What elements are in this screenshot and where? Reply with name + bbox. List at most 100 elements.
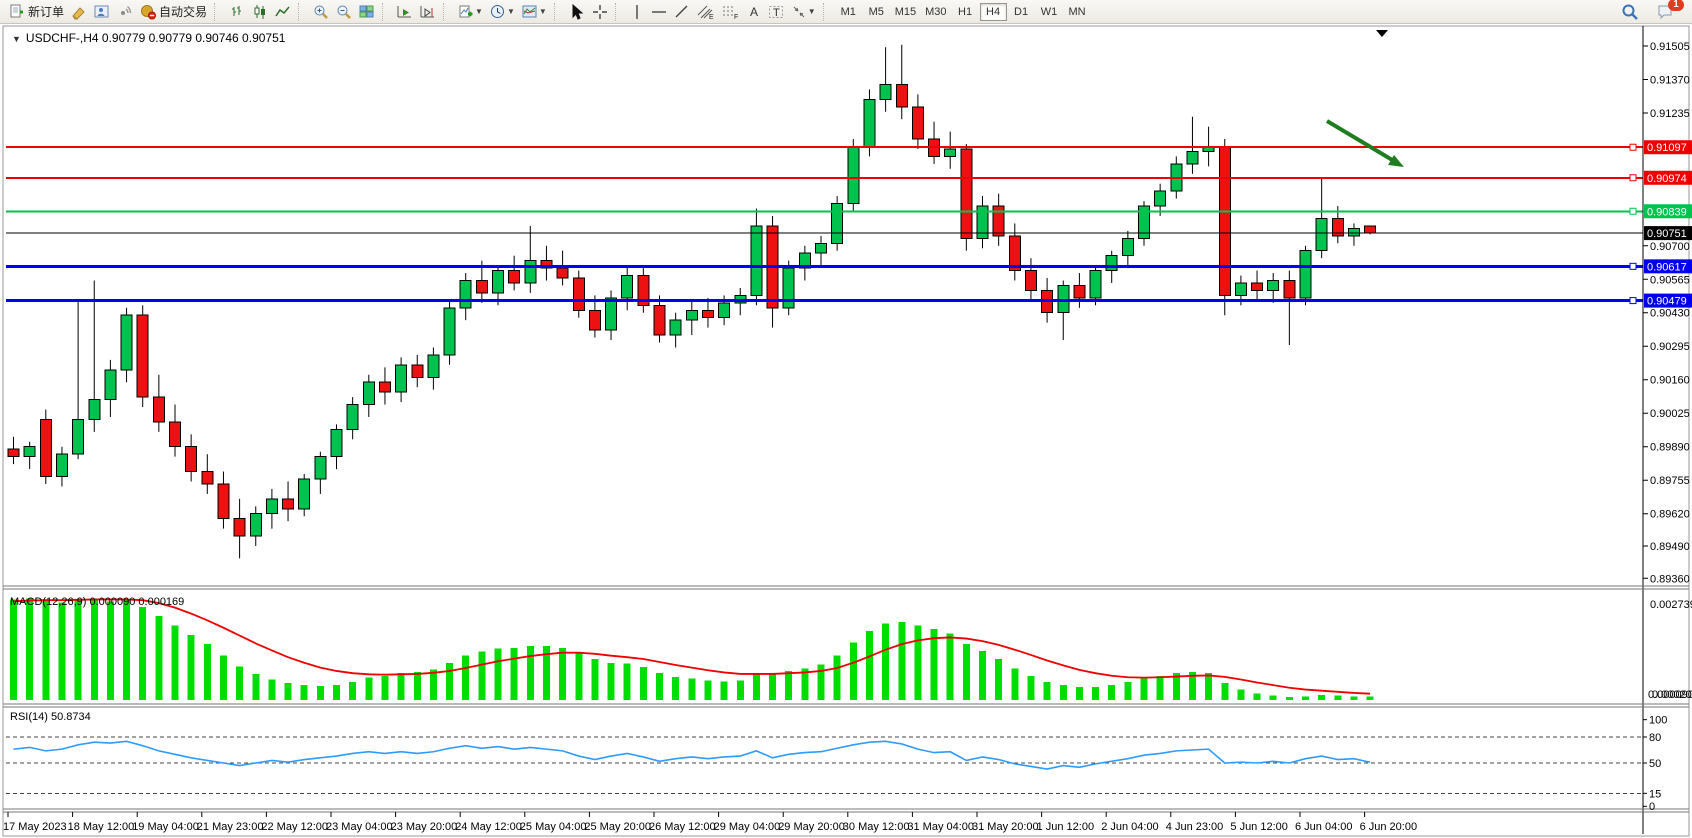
timeframe-m1[interactable]: M1 bbox=[835, 3, 862, 21]
svg-text:31 May 20:00: 31 May 20:00 bbox=[972, 821, 1039, 833]
toolbar-separator bbox=[214, 2, 222, 21]
svg-text:5 Jun 12:00: 5 Jun 12:00 bbox=[1230, 821, 1288, 833]
timeframe-m30[interactable]: M30 bbox=[921, 3, 950, 21]
toolbar-separator bbox=[382, 2, 390, 21]
indicators-button[interactable]: ▼ bbox=[455, 2, 486, 22]
vertical-line-icon bbox=[636, 4, 638, 19]
styler-button[interactable] bbox=[68, 2, 90, 22]
chart-canvas[interactable]: 0.91505 0.91370 0.91235 0.90700 0.90565 0.904… bbox=[0, 24, 1692, 838]
notifications-button[interactable]: 1 bbox=[1654, 0, 1684, 22]
hline-button[interactable] bbox=[648, 2, 670, 22]
svg-text:15: 15 bbox=[1649, 788, 1661, 800]
crosshair-button[interactable] bbox=[589, 2, 611, 22]
crosshair-icon bbox=[592, 4, 607, 19]
toolbar-right: 1 bbox=[1618, 0, 1684, 24]
svg-text:100: 100 bbox=[1649, 715, 1667, 727]
toolbar-separator bbox=[553, 2, 562, 21]
svg-text:22 May 12:00: 22 May 12:00 bbox=[261, 821, 328, 833]
timeframe-d1[interactable]: D1 bbox=[1008, 3, 1035, 21]
svg-text:50: 50 bbox=[1649, 758, 1661, 770]
terminal-icon bbox=[94, 5, 109, 17]
bar-chart-button[interactable] bbox=[226, 2, 248, 22]
timeframe-h4[interactable]: H4 bbox=[979, 2, 1007, 21]
svg-text:T: T bbox=[773, 7, 780, 19]
trendline-button[interactable] bbox=[671, 2, 693, 22]
timeframe-m15[interactable]: M15 bbox=[891, 3, 920, 21]
svg-text:25 May 04:00: 25 May 04:00 bbox=[520, 821, 587, 833]
text-icon: A bbox=[750, 5, 758, 19]
main-toolbar: 新订单 自动交易 bbox=[0, 0, 1692, 24]
svg-text:18 May 12:00: 18 May 12:00 bbox=[68, 821, 135, 833]
svg-text:0.89755: 0.89755 bbox=[1650, 475, 1690, 487]
search-button[interactable] bbox=[1618, 2, 1642, 22]
chart-window-area: 0.91505 0.91370 0.91235 0.90700 0.90565 0.904… bbox=[0, 24, 1692, 838]
svg-text:6 Jun 04:00: 6 Jun 04:00 bbox=[1295, 821, 1353, 833]
chart-menu-arrow-icon[interactable]: ▼ bbox=[12, 34, 21, 44]
svg-text:0.89890: 0.89890 bbox=[1650, 442, 1690, 454]
timeframe-mn[interactable]: MN bbox=[1064, 3, 1091, 21]
fibonacci-button[interactable]: F bbox=[719, 2, 743, 22]
new-order-button[interactable]: 新订单 bbox=[6, 2, 67, 22]
svg-text:0.90025: 0.90025 bbox=[1650, 408, 1690, 420]
autotrade-button[interactable]: 自动交易 bbox=[137, 2, 210, 22]
line-chart-button[interactable] bbox=[272, 2, 294, 22]
dropdown-caret: ▼ bbox=[506, 7, 515, 16]
channel-icon: E bbox=[697, 5, 714, 20]
templates-button[interactable]: ▼ bbox=[519, 2, 550, 22]
svg-text:0.002739: 0.002739 bbox=[1650, 599, 1692, 611]
fibonacci-icon: F bbox=[722, 6, 738, 20]
candle-chart-button[interactable] bbox=[249, 2, 271, 22]
zoom-out-icon bbox=[337, 5, 351, 19]
terminal-button[interactable] bbox=[91, 2, 113, 22]
svg-text:26 May 12:00: 26 May 12:00 bbox=[649, 821, 716, 833]
autotrade-icon bbox=[141, 4, 157, 19]
timeframe-m5[interactable]: M5 bbox=[863, 3, 890, 21]
autotrade-label: 自动交易 bbox=[159, 5, 208, 19]
svg-text:0.89620: 0.89620 bbox=[1650, 509, 1690, 521]
svg-text:23 May 04:00: 23 May 04:00 bbox=[326, 821, 393, 833]
rsi-indicator-label: RSI(14) 50.8734 bbox=[10, 711, 91, 723]
svg-text:1 Jun 12:00: 1 Jun 12:00 bbox=[1037, 821, 1095, 833]
cursor-button[interactable] bbox=[566, 2, 588, 22]
svg-text:0.91097: 0.91097 bbox=[1647, 142, 1687, 154]
chart-title-text: USDCHF-,H4 0.90779 0.90779 0.90746 0.907… bbox=[25, 31, 286, 45]
autoscroll-button[interactable] bbox=[394, 2, 416, 22]
text-button[interactable]: A bbox=[744, 2, 764, 22]
svg-text:0.91505: 0.91505 bbox=[1650, 41, 1690, 53]
svg-text:E: E bbox=[709, 14, 714, 20]
arrows-icon bbox=[793, 6, 805, 17]
vline-button[interactable] bbox=[627, 2, 647, 22]
notification-badge: 1 bbox=[1668, 0, 1684, 11]
svg-text:0.89490: 0.89490 bbox=[1650, 541, 1690, 553]
timeframe-h1[interactable]: H1 bbox=[952, 3, 979, 21]
svg-text:0.90751: 0.90751 bbox=[1647, 228, 1687, 240]
dropdown-caret: ▼ bbox=[807, 7, 816, 16]
crayon-icon bbox=[72, 6, 85, 20]
clock-icon bbox=[490, 4, 504, 18]
horizontal-line-icon bbox=[651, 10, 666, 13]
tile-windows-button[interactable] bbox=[356, 2, 378, 22]
periods-button[interactable]: ▼ bbox=[487, 2, 518, 22]
svg-text:F: F bbox=[734, 14, 738, 20]
svg-text:0.90479: 0.90479 bbox=[1647, 296, 1687, 308]
line-chart-icon bbox=[275, 6, 290, 16]
timeframe-w1[interactable]: W1 bbox=[1036, 3, 1063, 21]
label-icon: T bbox=[768, 5, 783, 19]
channel-button[interactable]: E bbox=[694, 2, 718, 22]
svg-text:A: A bbox=[750, 5, 758, 19]
label-button[interactable]: T bbox=[765, 2, 787, 22]
toolbar-separator bbox=[614, 2, 623, 21]
svg-text:0.000202: 0.000202 bbox=[1652, 689, 1692, 701]
svg-text:30 May 12:00: 30 May 12:00 bbox=[843, 821, 910, 833]
svg-text:6 Jun 20:00: 6 Jun 20:00 bbox=[1360, 821, 1418, 833]
cursor-icon bbox=[572, 3, 584, 20]
zoom-out-button[interactable] bbox=[333, 2, 355, 22]
chart-shift-button[interactable] bbox=[417, 2, 439, 22]
chart-shift-icon bbox=[420, 5, 435, 17]
svg-text:0.90839: 0.90839 bbox=[1647, 206, 1687, 218]
signals-button[interactable] bbox=[114, 2, 136, 22]
shapes-button[interactable]: ▼ bbox=[788, 2, 819, 22]
zoom-in-button[interactable] bbox=[310, 2, 332, 22]
new-order-icon bbox=[10, 4, 23, 17]
